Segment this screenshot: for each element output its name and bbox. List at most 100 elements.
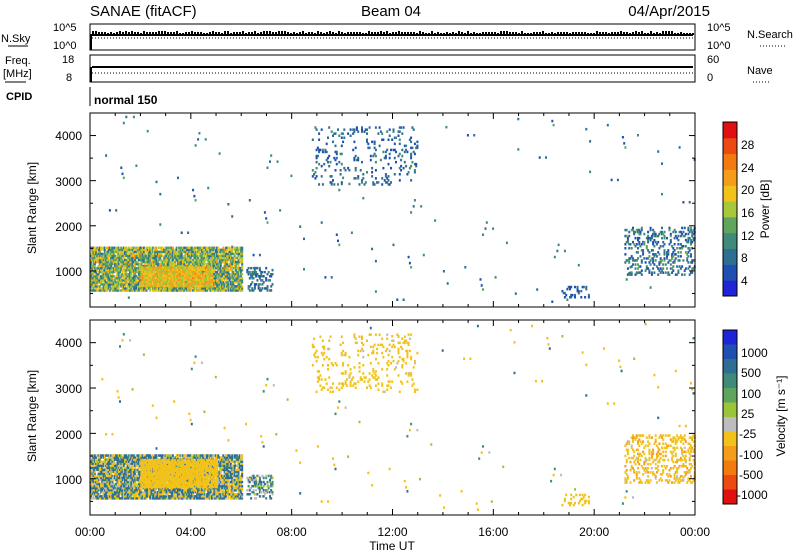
data-cell: [140, 278, 143, 282]
data-cell: [130, 262, 133, 266]
data-cell: [187, 250, 190, 254]
data-cell: [247, 285, 250, 288]
data-cell: [130, 470, 133, 474]
data-cell: [93, 250, 96, 254]
data-cell: [233, 273, 236, 276]
data-cell: [213, 279, 216, 282]
data-cell: [117, 248, 120, 252]
data-cell: [103, 283, 106, 286]
data-cell: [153, 497, 155, 500]
data-cell: [195, 258, 198, 262]
data-cell: [170, 454, 173, 457]
data-cell: [129, 248, 132, 252]
data-cell: [132, 497, 135, 500]
data-cell: [101, 262, 104, 266]
data-cell: [117, 256, 120, 260]
data-cell: [116, 273, 119, 276]
data-cell: [183, 268, 186, 271]
data-cell: [202, 248, 205, 252]
data-cell: [111, 279, 114, 282]
data-cell: [246, 268, 249, 272]
data-cell: [354, 154, 357, 158]
data-cell: [682, 230, 685, 234]
data-cell: [208, 248, 211, 252]
data-cell: [209, 250, 212, 254]
data-cell: [95, 248, 97, 252]
data-cell: [96, 464, 99, 467]
data-cell: [692, 238, 695, 242]
data-cell: [213, 258, 216, 262]
data-cell: [209, 275, 212, 278]
data-cell: [178, 280, 181, 284]
data-cell: [195, 250, 198, 254]
data-cell: [124, 484, 126, 488]
data-cell: [170, 280, 173, 284]
data-cell: [164, 454, 167, 457]
data-cell: [121, 478, 124, 482]
data-cell: [626, 273, 629, 276]
data-cell: [625, 228, 628, 232]
power-panel: Slant Range [km] 4000 3000 2000 1000: [25, 112, 696, 308]
data-cell: [111, 275, 114, 278]
power-panel-ylabel: Slant Range [km]: [25, 162, 39, 254]
data-cell: [258, 287, 261, 290]
data-cell: [98, 281, 101, 284]
data-cell: [129, 493, 132, 496]
data-cell: [101, 460, 104, 463]
data-cell: [139, 248, 142, 252]
data-cell: [637, 267, 639, 270]
data-cell: [122, 493, 125, 496]
data-cell: [131, 266, 134, 270]
data-cell: [175, 281, 178, 284]
data-cell: [129, 495, 132, 498]
data-cell: [145, 274, 148, 277]
data-cell: [121, 456, 124, 459]
data-cell: [98, 468, 101, 472]
data-cell: [165, 266, 168, 269]
data-cell: [666, 253, 668, 256]
data-cell: [639, 245, 642, 248]
data-cell: [216, 285, 218, 288]
data-cell: [251, 281, 254, 284]
data-cell: [692, 259, 695, 262]
data-cell: [161, 284, 164, 288]
data-cell: [416, 144, 419, 148]
data-cell: [661, 162, 663, 165]
data-cell: [161, 280, 164, 284]
data-cell: [270, 285, 273, 288]
data-cell: [134, 264, 137, 268]
data-cell: [154, 274, 157, 277]
data-cell: [221, 285, 224, 288]
data-cell: [156, 280, 159, 284]
data-cell: [185, 246, 188, 250]
data-cell: [232, 285, 235, 288]
data-cell: [129, 260, 132, 264]
data-cell: [98, 482, 101, 486]
data-cell: [154, 280, 157, 284]
data-cell: [353, 156, 356, 160]
data-cell: [110, 283, 113, 286]
data-cell: [171, 287, 174, 290]
data-cell: [137, 256, 140, 260]
data-cell: [124, 283, 126, 286]
data-cell: [271, 268, 274, 272]
data-cell: [156, 491, 159, 494]
data-cell: [155, 289, 158, 292]
data-cell: [122, 472, 125, 476]
data-cell: [163, 270, 166, 273]
data-cell: [224, 262, 227, 266]
data-cell: [198, 289, 201, 292]
data-cell: [140, 495, 143, 498]
data-cell: [164, 256, 167, 260]
data-cell: [116, 460, 119, 463]
data-cell: [692, 232, 695, 236]
data-cell: [184, 272, 187, 275]
data-cell: [90, 258, 92, 262]
data-cell: [174, 276, 177, 280]
data-cell: [227, 258, 230, 262]
data-cell: [574, 293, 576, 297]
data-cell: [121, 254, 124, 258]
data-cell: [93, 484, 96, 488]
data-cell: [141, 256, 144, 260]
data-cell: [155, 282, 158, 286]
